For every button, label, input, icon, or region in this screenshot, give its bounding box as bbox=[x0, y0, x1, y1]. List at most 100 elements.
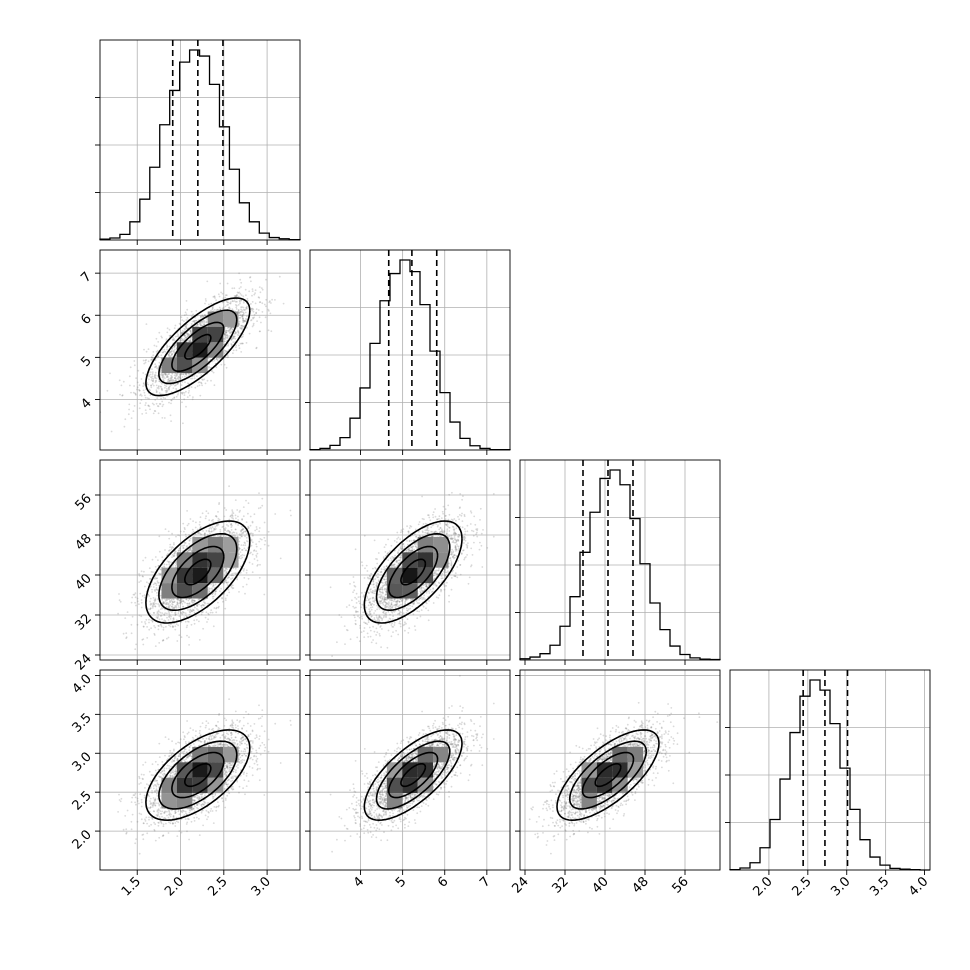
sample-point bbox=[166, 598, 169, 601]
sample-point bbox=[235, 306, 238, 309]
sample-point bbox=[229, 531, 232, 534]
sample-point bbox=[242, 320, 245, 322]
sample-point bbox=[186, 335, 189, 338]
sample-point bbox=[161, 417, 164, 419]
sample-point bbox=[180, 599, 183, 602]
sample-point bbox=[188, 539, 191, 542]
sample-point bbox=[128, 408, 131, 411]
sample-point bbox=[197, 532, 200, 535]
sample-point bbox=[203, 314, 206, 316]
sample-point bbox=[236, 334, 239, 336]
sample-point bbox=[241, 556, 244, 559]
sample-point bbox=[279, 557, 282, 560]
sample-point bbox=[258, 301, 261, 304]
sample-point bbox=[177, 549, 180, 552]
sample-point bbox=[155, 379, 157, 382]
sample-point bbox=[235, 349, 238, 352]
sample-point bbox=[225, 509, 228, 511]
sample-point bbox=[231, 532, 234, 535]
sample-point bbox=[245, 318, 248, 321]
y-tick-label: 6 bbox=[78, 311, 94, 327]
sample-point bbox=[211, 370, 214, 373]
sample-point bbox=[163, 565, 165, 568]
sample-point bbox=[189, 330, 192, 333]
sample-point bbox=[146, 637, 149, 639]
sample-point bbox=[243, 568, 246, 570]
sample-point bbox=[213, 384, 216, 387]
sample-point bbox=[234, 337, 237, 340]
sample-point bbox=[237, 292, 240, 294]
sample-point bbox=[174, 550, 177, 553]
sample-point bbox=[183, 320, 185, 322]
sample-point bbox=[231, 308, 234, 311]
sample-point bbox=[241, 528, 243, 531]
sample-point bbox=[247, 540, 249, 543]
sample-point bbox=[179, 598, 182, 601]
sample-point bbox=[225, 572, 228, 575]
sample-point bbox=[186, 604, 189, 607]
sample-point bbox=[142, 359, 145, 362]
sample-point bbox=[191, 315, 193, 318]
sample-point bbox=[230, 586, 233, 589]
sample-point bbox=[186, 524, 189, 527]
sample-point bbox=[231, 509, 234, 511]
sample-point bbox=[176, 602, 179, 604]
sample-point bbox=[173, 396, 176, 399]
sample-point bbox=[206, 602, 209, 605]
sample-point bbox=[227, 301, 230, 304]
sample-point bbox=[230, 574, 233, 577]
sample-point bbox=[255, 312, 257, 315]
sample-point bbox=[185, 337, 188, 339]
sample-point bbox=[184, 612, 187, 615]
sample-point bbox=[150, 359, 153, 361]
sample-point bbox=[161, 388, 163, 391]
sample-point bbox=[153, 602, 156, 604]
sample-point bbox=[136, 623, 139, 626]
sample-point bbox=[226, 327, 229, 329]
sample-point bbox=[238, 291, 241, 294]
sample-point bbox=[229, 302, 232, 305]
sample-point bbox=[188, 340, 191, 342]
sample-point bbox=[152, 603, 155, 606]
sample-point bbox=[161, 376, 164, 379]
sample-point bbox=[267, 530, 270, 533]
sample-point bbox=[153, 344, 156, 347]
sample-point bbox=[217, 519, 220, 522]
sample-point bbox=[227, 529, 229, 532]
sample-point bbox=[161, 351, 164, 354]
sample-point bbox=[169, 377, 172, 380]
sample-point bbox=[237, 304, 240, 306]
sample-point bbox=[160, 354, 163, 357]
sample-point bbox=[186, 624, 189, 627]
sample-point bbox=[180, 373, 182, 376]
sample-point bbox=[143, 570, 145, 573]
sample-point bbox=[238, 547, 241, 550]
sample-point bbox=[203, 535, 206, 537]
sample-point bbox=[255, 526, 258, 528]
sample-point bbox=[167, 354, 170, 356]
sample-point bbox=[180, 340, 183, 342]
sample-point bbox=[159, 611, 162, 614]
sample-point bbox=[155, 402, 158, 405]
sample-point bbox=[122, 380, 125, 383]
sample-point bbox=[203, 533, 206, 536]
sample-point bbox=[172, 617, 175, 619]
sample-point bbox=[201, 603, 204, 606]
sample-point bbox=[170, 599, 173, 602]
sample-point bbox=[157, 387, 160, 390]
sample-point bbox=[258, 492, 260, 494]
sample-point bbox=[160, 397, 163, 400]
sample-point bbox=[196, 604, 198, 607]
sample-point bbox=[157, 613, 160, 616]
sample-point bbox=[200, 382, 203, 385]
sample-point bbox=[189, 329, 192, 331]
axes-frame bbox=[519, 459, 721, 661]
sample-point bbox=[136, 388, 138, 391]
sample-point bbox=[162, 602, 164, 605]
sample-point bbox=[154, 605, 157, 607]
sample-point bbox=[180, 384, 183, 386]
sample-point bbox=[134, 592, 137, 595]
sample-point bbox=[177, 335, 180, 337]
sample-point bbox=[186, 323, 188, 326]
sample-point bbox=[257, 296, 260, 298]
